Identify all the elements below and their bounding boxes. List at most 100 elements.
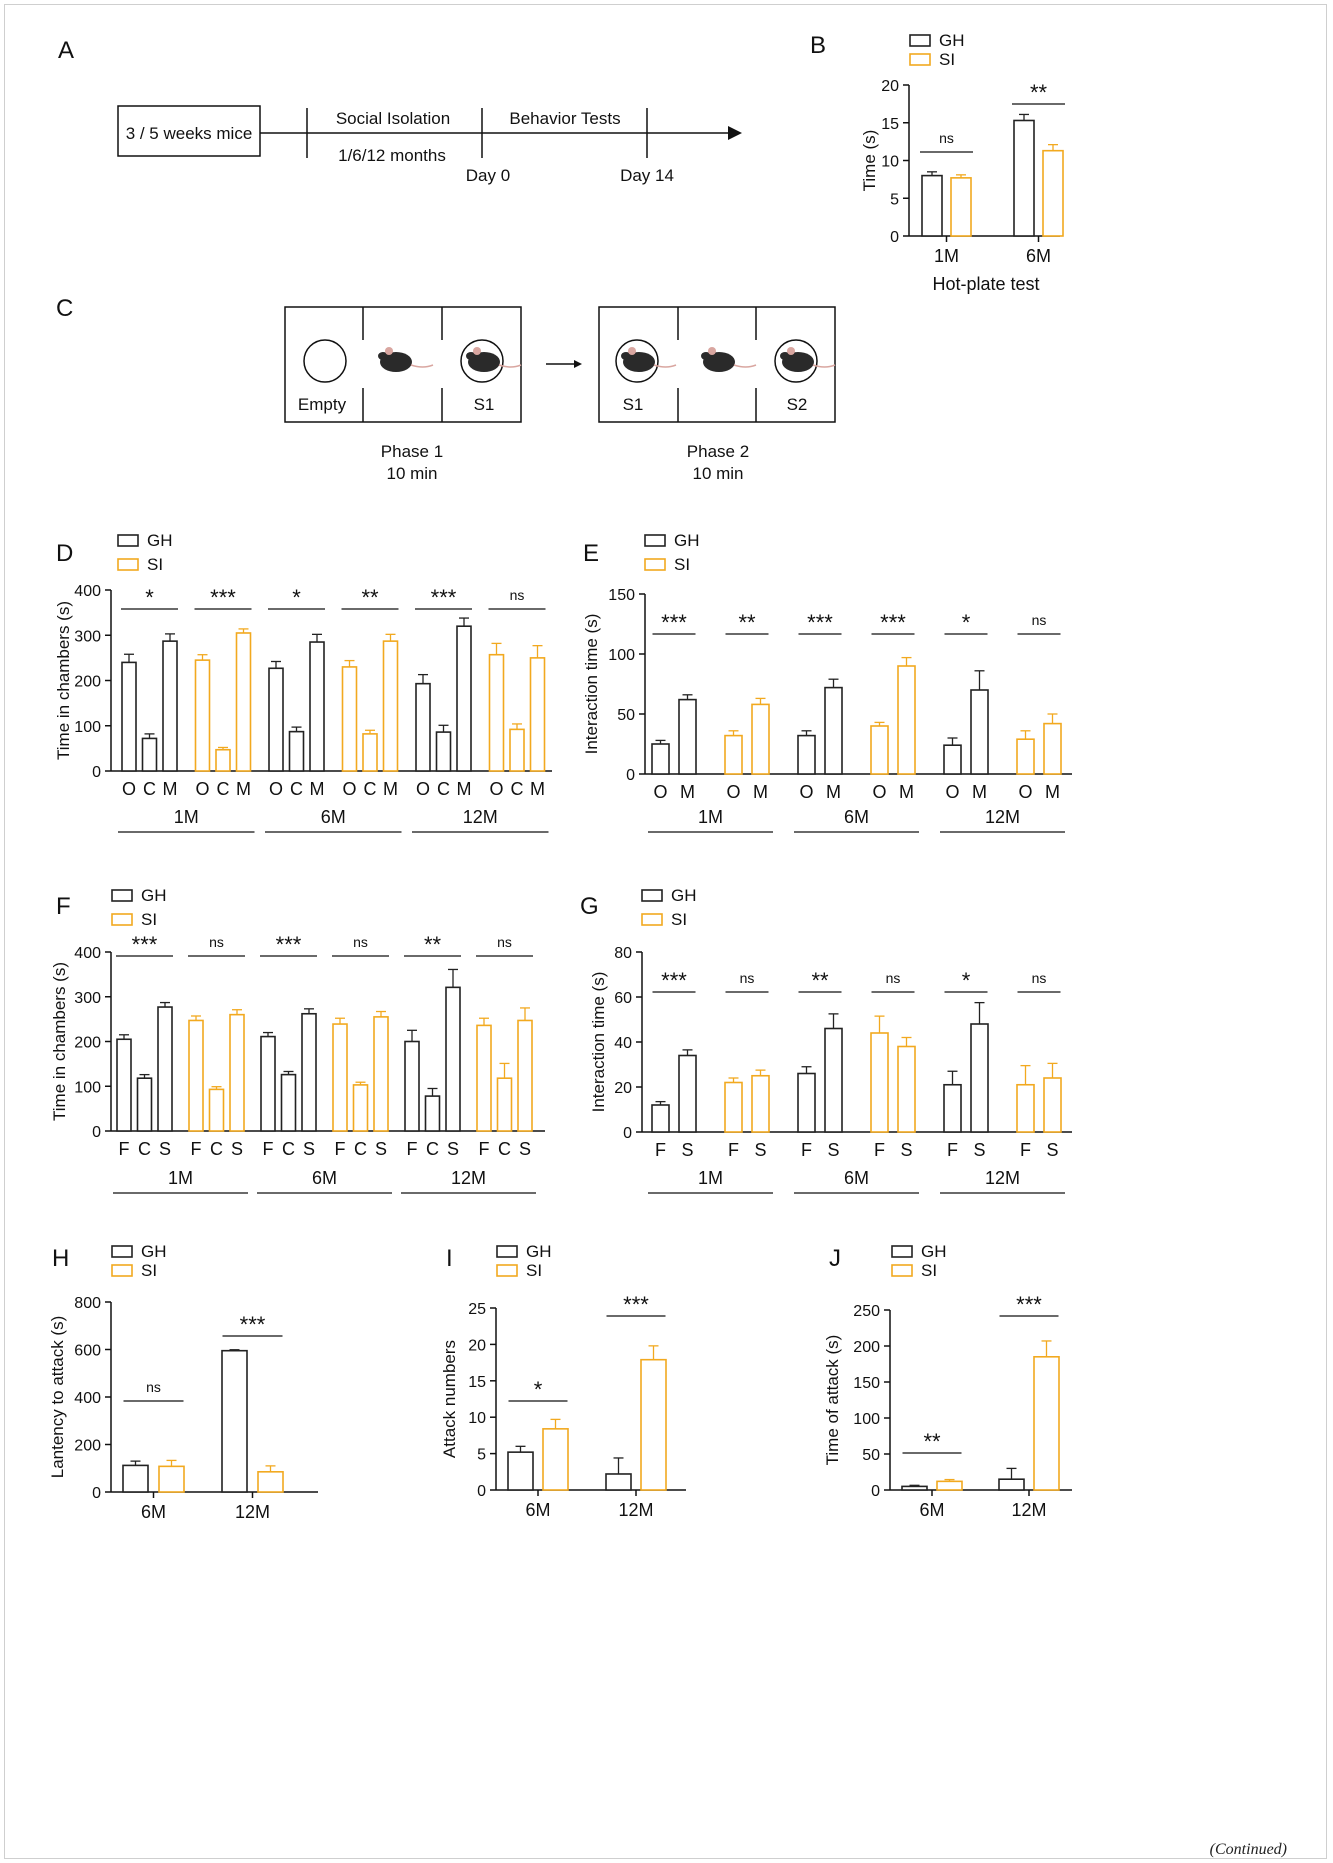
- phase1-empty-label: Empty: [298, 395, 347, 414]
- legend-label-gh: GH: [921, 1242, 947, 1261]
- y-tick-label-B: 15: [881, 116, 899, 133]
- legend-label-si: SI: [921, 1261, 937, 1280]
- bar-H-12M-SI: [257, 1471, 284, 1493]
- bar-I-12M-GH: [605, 1473, 632, 1491]
- bar-F-6M-GH-F: [260, 1035, 276, 1132]
- x-tick-label-E: M: [680, 782, 695, 802]
- y-tick-label-E: 150: [608, 587, 635, 604]
- bar-I-12M-SI: [640, 1358, 667, 1491]
- bar-E-12M-SI-O: [1016, 738, 1035, 775]
- mouse-ear: [708, 347, 716, 355]
- age-group-label-D-1M: 1M: [174, 807, 199, 827]
- x-tick-label-G: S: [1046, 1140, 1058, 1160]
- x-tick-label-F: S: [231, 1139, 243, 1159]
- bar-G-1M-SI-S: [751, 1074, 770, 1133]
- panel-letter-h: H: [52, 1245, 69, 1272]
- y-tick-label-I: 25: [468, 1301, 486, 1318]
- x-tick-label-F: C: [354, 1139, 367, 1159]
- sig-B-6M-label: **: [1030, 80, 1048, 105]
- x-tick-label-D: C: [290, 779, 303, 799]
- sig-E-6M-SI-label: ***: [880, 610, 906, 635]
- x-tick-label-F: C: [282, 1139, 295, 1159]
- bar-D-1M-SI-C: [215, 748, 231, 772]
- y-tick-label-E: 50: [617, 707, 635, 724]
- mouse-tail: [410, 364, 434, 368]
- y-tick-label-F: 100: [74, 1079, 101, 1096]
- mouse-ear: [473, 347, 481, 355]
- bar-D-12M-GH-O: [415, 682, 431, 772]
- panel-letter-e: E: [583, 540, 599, 567]
- x-tick-label-G: S: [827, 1140, 839, 1160]
- phase2-s1-mouse: [621, 347, 677, 372]
- phase1-s1-mouse: [466, 347, 522, 372]
- bar-F-12M-GH-S: [445, 986, 461, 1132]
- mouse-tail: [653, 364, 677, 368]
- x-tick-label-E: O: [726, 782, 740, 802]
- bar-F-1M-SI-S: [229, 1013, 245, 1132]
- legend-swatch-si: [496, 1264, 518, 1277]
- bar-B-1M-SI: [950, 177, 972, 237]
- legend-label-gh: GH: [141, 886, 167, 905]
- y-axis-label-D: Time in chambers (s): [54, 601, 73, 760]
- mouse-body: [782, 352, 814, 372]
- figure-frame: [4, 4, 1327, 1859]
- y-tick-label-D: 0: [92, 764, 101, 781]
- phase2-time: 10 min: [692, 464, 743, 483]
- bar-G-6M-SI-S: [897, 1045, 916, 1133]
- x-tick-label-G: F: [1020, 1140, 1031, 1160]
- x-axis-label-B: Hot-plate test: [932, 274, 1039, 294]
- y-tick-label-G: 80: [614, 945, 632, 962]
- mouse-ear: [787, 347, 795, 355]
- sig-E-1M-SI-label: **: [738, 610, 756, 635]
- sig-G-1M-GH-label: ***: [661, 968, 687, 993]
- mouse-tail: [498, 364, 522, 368]
- phase2-s2-mouse: [780, 347, 836, 372]
- y-tick-label-J: 200: [853, 1339, 880, 1356]
- bar-D-12M-GH-M: [456, 625, 472, 772]
- mouse-head: [621, 352, 631, 360]
- bar-E-12M-GH-M: [970, 689, 989, 775]
- bar-D-1M-SI-O: [194, 659, 211, 772]
- bar-G-1M-GH-S: [678, 1054, 697, 1133]
- y-tick-label-I: 0: [477, 1483, 486, 1500]
- bar-F-12M-SI-F: [476, 1024, 492, 1132]
- x-tick-label-G: S: [754, 1140, 766, 1160]
- bar-H-6M-GH: [122, 1464, 149, 1493]
- x-tick-label-E: O: [653, 782, 667, 802]
- x-tick-label-F: F: [335, 1139, 346, 1159]
- y-tick-label-D: 300: [74, 628, 101, 645]
- y-tick-label-G: 40: [614, 1035, 632, 1052]
- bar-D-12M-SI-M: [529, 657, 546, 772]
- x-tick-label-G: F: [947, 1140, 958, 1160]
- y-tick-label-G: 0: [623, 1125, 632, 1142]
- legend-label-gh: GH: [526, 1242, 552, 1261]
- y-tick-label-D: 200: [74, 674, 101, 691]
- sig-E-6M-GH-label: ***: [807, 610, 833, 635]
- legend-swatch-gh: [891, 1245, 913, 1258]
- bar-G-6M-GH-S: [824, 1027, 843, 1133]
- panel-letter-i: I: [446, 1245, 453, 1272]
- bar-D-1M-GH-O: [121, 661, 137, 772]
- timeline-social-isolation: Social Isolation: [336, 109, 450, 128]
- legend-label-gh: GH: [939, 31, 965, 50]
- x-tick-label-F: S: [303, 1139, 315, 1159]
- bar-G-6M-GH-F: [797, 1072, 816, 1133]
- bar-F-1M-GH-F: [116, 1038, 132, 1132]
- legend-label-gh: GH: [674, 531, 700, 550]
- phase1-label: Phase 1: [381, 442, 443, 461]
- y-tick-label-G: 20: [614, 1080, 632, 1097]
- bar-F-1M-SI-C: [208, 1088, 225, 1132]
- x-tick-label-G: S: [973, 1140, 985, 1160]
- y-tick-label-E: 100: [608, 647, 635, 664]
- mouse-head: [378, 352, 388, 360]
- sig-F-6M-SI-label: ns: [353, 934, 368, 950]
- legend-label-si: SI: [141, 1261, 157, 1280]
- x-tick-label-E: O: [1018, 782, 1032, 802]
- x-tick-label-F: F: [407, 1139, 418, 1159]
- bar-F-6M-SI-F: [332, 1023, 348, 1132]
- legend-swatch-si: [117, 558, 139, 571]
- x-tick-label-B-1M: 1M: [934, 246, 959, 266]
- bar-F-1M-GH-S: [157, 1006, 173, 1132]
- x-tick-label-E: M: [1045, 782, 1060, 802]
- sig-F-1M-SI-label: ns: [209, 934, 224, 950]
